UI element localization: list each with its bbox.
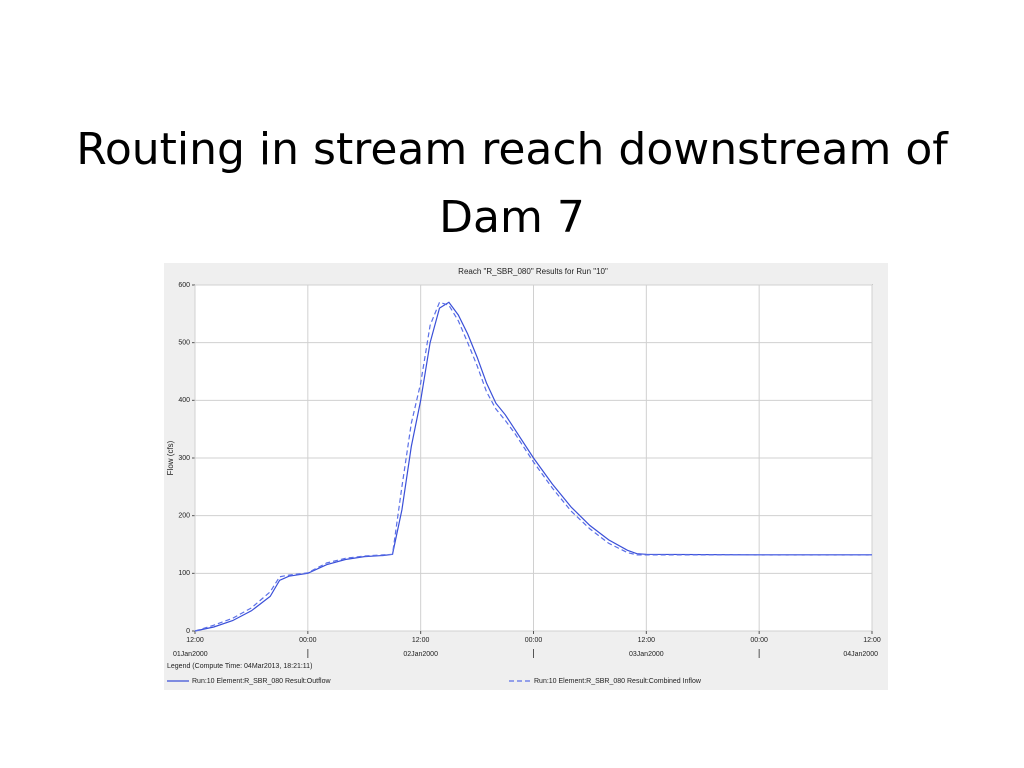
x-tick-label: 00:00 [750,637,768,644]
y-tick-label: 0 [186,628,190,635]
chart: Reach "R_SBR_080" Results for Run "10" F… [164,263,888,690]
y-tick-label: 300 [178,455,190,462]
x-tick-label: 12:00 [638,637,656,644]
legend-title: Legend (Compute Time: 04Mar2013, 18:21:1… [167,663,312,670]
x-date-label: 03Jan2000 [629,651,664,658]
y-axis-label: Flow (cfs) [166,440,175,475]
x-tick-label: 00:00 [299,637,317,644]
slide-title: Routing in stream reach downstream of Da… [76,124,948,243]
x-tick-label: 12:00 [412,637,430,644]
x-date-label: 01Jan2000 [173,651,208,658]
y-tick-label: 100 [178,570,190,577]
chart-title: Reach "R_SBR_080" Results for Run "10" [458,267,608,276]
y-tick-label: 500 [178,340,190,347]
x-date-label: 04Jan2000 [843,651,878,658]
x-date-label: 02Jan2000 [403,651,438,658]
legend-label: Run:10 Element:R_SBR_080 Result:Outflow [192,678,331,685]
legend-label: Run:10 Element:R_SBR_080 Result:Combined… [534,678,702,685]
series-line [194,301,872,632]
y-tick-label: 200 [178,513,190,520]
x-tick-label: 00:00 [525,637,543,644]
x-tick-label: 12:00 [186,637,204,644]
x-tick-label: 12:00 [863,637,881,644]
series-line [194,301,872,632]
y-tick-label: 400 [178,397,190,404]
y-tick-label: 600 [178,282,190,289]
